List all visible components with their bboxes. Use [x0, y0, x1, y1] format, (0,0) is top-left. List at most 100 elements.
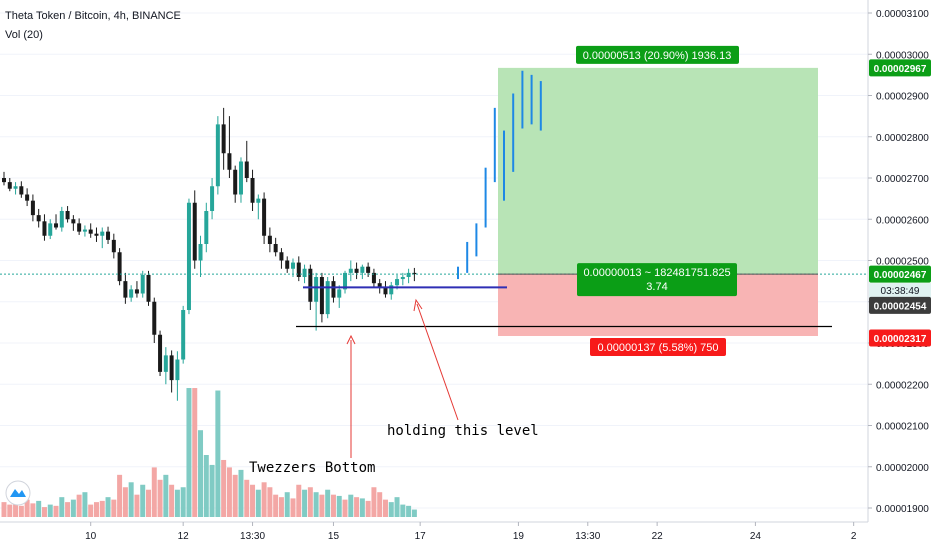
price-tick-label: 0.00002900: [876, 92, 929, 103]
candle-body: [129, 289, 134, 298]
volume-bar: [400, 504, 406, 517]
time-axis: 10 12 13:30 15 17 19 13:30 22 24 2: [85, 522, 857, 542]
volume-bar: [192, 388, 198, 517]
candle-body: [400, 277, 405, 280]
volume-bar: [255, 489, 261, 517]
volume-bar: [53, 505, 59, 517]
candle-body: [36, 215, 41, 222]
candle-body: [238, 161, 243, 195]
candle-body: [100, 231, 105, 236]
candle-body: [152, 301, 157, 335]
candle-body: [186, 202, 191, 310]
volume-bar: [151, 467, 157, 517]
stop-price-tag: 0.00002317: [874, 334, 927, 345]
candle-body: [279, 252, 284, 261]
price-tick-label: 0.00002200: [876, 380, 929, 391]
volume-bar: [394, 497, 400, 517]
volume-bar: [290, 498, 296, 517]
volume-bar: [359, 498, 365, 517]
volume-bar: [65, 502, 71, 517]
candle-body: [48, 223, 53, 236]
volume-bar: [30, 503, 36, 517]
volume-bar: [105, 497, 111, 517]
candle-body: [221, 124, 226, 154]
volume-bar: [406, 505, 412, 517]
holding-arrow: [416, 303, 459, 421]
candle-body: [256, 198, 261, 203]
volume-bar: [70, 499, 76, 517]
countdown-tag: 03:38:49: [881, 286, 920, 297]
volume-bar: [36, 500, 42, 517]
price-tick-label: 0.00002500: [876, 257, 929, 268]
volume-bar: [261, 482, 267, 517]
candle-body: [215, 124, 220, 187]
candle-body: [181, 310, 186, 360]
price-tick-label: 0.00001900: [876, 504, 929, 515]
stop-label: 0.00000137 (5.58%) 750: [597, 342, 718, 354]
candle-body: [158, 334, 163, 372]
volume-bar: [313, 492, 319, 517]
volume-bar: [284, 492, 290, 517]
volume-bar: [278, 497, 284, 517]
candle-body: [169, 355, 174, 381]
volume-bar: [244, 479, 250, 517]
candle-body: [19, 186, 24, 195]
center-label-box: [577, 263, 737, 297]
target-price-tag-box: [869, 59, 931, 77]
price-tick-label: 0.00002000: [876, 463, 929, 474]
volume-bar: [24, 499, 30, 517]
candle-body: [88, 229, 93, 234]
stop-price-tag-box: [869, 329, 931, 347]
tweezers-arrowhead: [346, 334, 356, 345]
candle-body: [13, 186, 18, 189]
volume-bar: [93, 502, 99, 517]
candle-body: [25, 194, 30, 201]
volume-bar: [267, 487, 273, 517]
candle-body: [314, 277, 319, 302]
volume-bar: [221, 459, 227, 517]
candle-body: [42, 221, 47, 236]
candle-body: [383, 287, 388, 295]
candle-body: [366, 266, 371, 273]
candle-body: [198, 244, 203, 261]
candle-body: [71, 219, 76, 224]
volume-bar: [342, 499, 348, 517]
volume-bar: [209, 464, 215, 517]
candle-body: [325, 281, 330, 315]
candle-body: [106, 231, 111, 240]
volume-bar: [215, 390, 221, 517]
volume-bar: [88, 504, 94, 517]
candle-body: [192, 202, 197, 261]
candle-body: [7, 182, 12, 189]
candle-body: [227, 153, 232, 170]
candle-body: [117, 252, 122, 282]
candle-body: [65, 211, 70, 220]
volume-bar: [117, 474, 123, 517]
candle-body: [273, 244, 278, 253]
volume-bar: [1, 502, 7, 517]
volume-bar: [238, 469, 244, 517]
volume-bar: [377, 492, 383, 517]
volume-bar: [411, 509, 417, 517]
volume-bar: [302, 489, 308, 517]
time-tick-label: 12: [178, 531, 190, 542]
price-tick-label: 0.00003100: [876, 9, 929, 20]
candle-body: [331, 281, 336, 298]
candle-body: [395, 279, 400, 286]
candle-body: [210, 186, 215, 211]
candle-body: [134, 289, 139, 294]
center-label-line1: 0.00000013 ~ 182481751.825: [583, 267, 730, 279]
volume-bar: [203, 455, 209, 517]
profit-zone: [498, 67, 818, 275]
projection-bars: [457, 70, 542, 280]
price-tick-label: 0.00002700: [876, 174, 929, 185]
volume-bar: [250, 484, 256, 517]
volume-bar: [47, 504, 53, 517]
candle-body: [296, 262, 301, 277]
volume-bar: [82, 492, 88, 517]
candle-body: [140, 274, 145, 294]
volume-bar: [226, 467, 232, 517]
countdown-tag-box: [869, 283, 931, 299]
time-tick-label: 15: [328, 531, 340, 542]
